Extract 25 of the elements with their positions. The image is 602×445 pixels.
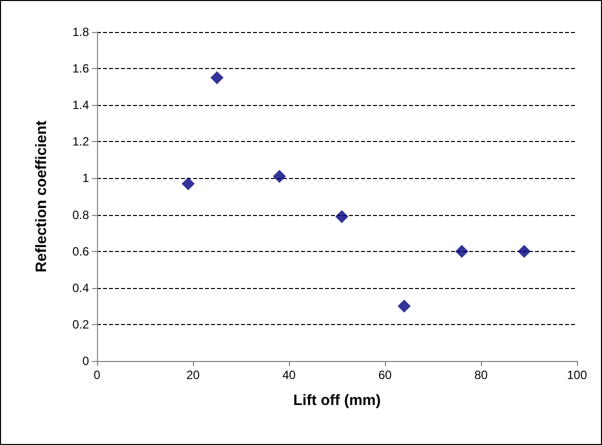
x-tick-label: 40 xyxy=(282,368,296,382)
y-tick-label: 0.4 xyxy=(72,280,90,295)
y-axis-title: Reflection coefficient xyxy=(33,120,50,272)
x-tick-label: 20 xyxy=(186,368,200,382)
point xyxy=(210,71,224,84)
x-tick-label: 100 xyxy=(566,368,588,382)
y-tick-label: 0.2 xyxy=(72,317,90,332)
point xyxy=(455,244,468,258)
y-tick-label: 1.2 xyxy=(72,134,90,149)
point xyxy=(335,210,348,224)
x-tick-label: 0 xyxy=(94,368,101,382)
point xyxy=(182,177,195,190)
x-axis-title: Lift off (mm) xyxy=(293,392,381,409)
point xyxy=(398,300,411,313)
y-tick-label: 1 xyxy=(82,171,90,186)
x-tick-label: 80 xyxy=(474,368,488,382)
y-tick-label: 1.4 xyxy=(72,98,90,112)
y-tick-label: 0 xyxy=(82,354,90,368)
x-tick-label: 60 xyxy=(378,368,392,382)
y-tick-label: 1.8 xyxy=(72,25,90,39)
y-tick-label: 1.6 xyxy=(72,62,90,76)
point xyxy=(272,170,286,183)
y-tick-label: 0.6 xyxy=(72,244,90,258)
point xyxy=(518,244,531,258)
y-tick-label: 0.8 xyxy=(72,208,90,222)
